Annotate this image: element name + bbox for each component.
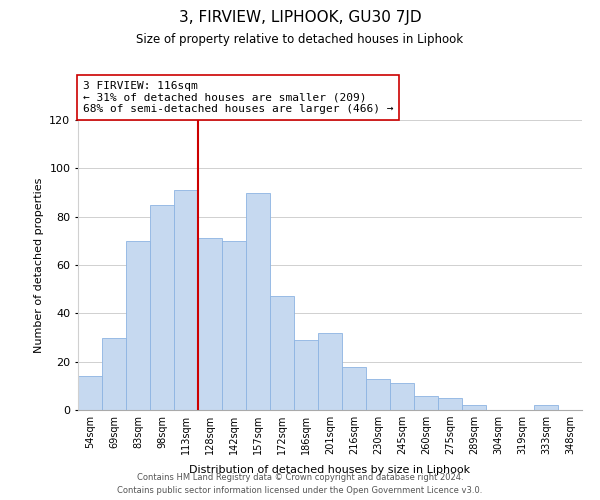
Bar (222, 241, 246, 410)
Bar (246, 192, 270, 410)
Bar (438, 398, 462, 410)
Bar (270, 296, 294, 410)
Bar (462, 405, 486, 410)
Bar (318, 332, 342, 410)
Bar (126, 241, 150, 410)
Bar (198, 238, 222, 410)
Text: Contains HM Land Registry data © Crown copyright and database right 2024.
Contai: Contains HM Land Registry data © Crown c… (118, 473, 482, 495)
Bar (294, 340, 318, 410)
Y-axis label: Number of detached properties: Number of detached properties (34, 178, 44, 352)
Text: 3, FIRVIEW, LIPHOOK, GU30 7JD: 3, FIRVIEW, LIPHOOK, GU30 7JD (179, 10, 421, 25)
Bar (78, 376, 102, 410)
Text: Size of property relative to detached houses in Liphook: Size of property relative to detached ho… (136, 32, 464, 46)
Bar (102, 338, 126, 410)
Text: 3 FIRVIEW: 116sqm
← 31% of detached houses are smaller (209)
68% of semi-detache: 3 FIRVIEW: 116sqm ← 31% of detached hous… (83, 81, 394, 114)
Bar (534, 405, 558, 410)
Bar (390, 384, 414, 410)
Bar (342, 366, 366, 410)
X-axis label: Distribution of detached houses by size in Liphook: Distribution of detached houses by size … (190, 466, 470, 475)
Bar (150, 204, 174, 410)
Bar (414, 396, 438, 410)
Bar (366, 378, 390, 410)
Bar (174, 190, 198, 410)
